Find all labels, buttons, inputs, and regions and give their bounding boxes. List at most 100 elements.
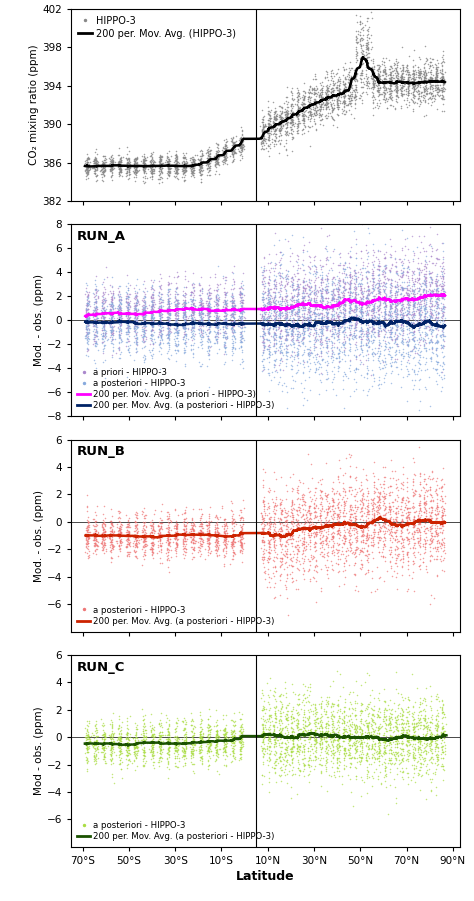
- Point: [412, 292, 419, 306]
- Point: [310, 303, 318, 317]
- Point: [323, 88, 331, 103]
- Point: [213, 539, 221, 553]
- Point: [275, 123, 283, 138]
- Point: [324, 318, 331, 332]
- Point: [351, 289, 358, 304]
- Point: [300, 537, 307, 551]
- Point: [357, 505, 365, 519]
- Point: [427, 783, 434, 797]
- Point: [277, 522, 284, 536]
- Point: [336, 96, 344, 111]
- Point: [261, 566, 269, 580]
- Point: [265, 535, 273, 550]
- Point: [371, 330, 379, 344]
- Point: [307, 291, 314, 305]
- Point: [410, 719, 418, 733]
- Point: [287, 303, 295, 317]
- Point: [370, 322, 377, 336]
- Point: [294, 688, 302, 703]
- Point: [289, 316, 297, 331]
- Point: [295, 747, 302, 761]
- Point: [385, 543, 392, 558]
- Point: [336, 346, 343, 360]
- Point: [341, 743, 348, 758]
- Point: [414, 284, 421, 298]
- Point: [237, 302, 244, 316]
- Point: [308, 80, 315, 95]
- Point: [411, 747, 419, 761]
- Point: [382, 491, 389, 505]
- Point: [352, 743, 360, 758]
- Point: [439, 44, 447, 59]
- Point: [301, 380, 308, 395]
- Point: [428, 694, 435, 708]
- Point: [304, 99, 311, 114]
- Point: [182, 540, 189, 554]
- Point: [90, 533, 98, 548]
- Point: [287, 116, 295, 131]
- Point: [347, 751, 355, 765]
- Point: [237, 300, 245, 314]
- Point: [165, 143, 173, 158]
- Point: [83, 168, 91, 182]
- Point: [129, 539, 137, 553]
- Point: [374, 84, 381, 98]
- Point: [264, 276, 272, 290]
- Point: [398, 492, 406, 506]
- Point: [264, 310, 271, 324]
- Point: [236, 504, 244, 518]
- Point: [316, 524, 323, 539]
- Point: [348, 69, 356, 84]
- Point: [270, 238, 278, 252]
- Point: [118, 746, 126, 760]
- Point: [90, 352, 98, 367]
- Point: [116, 161, 124, 176]
- Point: [365, 507, 373, 522]
- Point: [171, 318, 178, 332]
- Point: [427, 269, 434, 284]
- Point: [346, 267, 354, 281]
- Point: [228, 534, 236, 549]
- Point: [191, 738, 199, 752]
- Point: [340, 494, 348, 508]
- Point: [269, 313, 276, 327]
- Point: [356, 301, 363, 315]
- Point: [310, 283, 318, 297]
- Point: [106, 151, 114, 166]
- Point: [125, 283, 132, 297]
- Point: [272, 317, 280, 332]
- Point: [109, 158, 117, 172]
- Point: [204, 529, 211, 543]
- Point: [368, 266, 375, 280]
- Point: [191, 156, 199, 170]
- Point: [408, 289, 415, 304]
- Point: [330, 733, 337, 748]
- Point: [357, 323, 365, 338]
- Point: [283, 328, 290, 342]
- Point: [301, 115, 308, 130]
- Point: [288, 291, 296, 305]
- Point: [374, 512, 382, 526]
- Point: [400, 301, 408, 315]
- Point: [336, 246, 344, 260]
- Point: [91, 522, 99, 536]
- Point: [132, 152, 140, 167]
- Point: [371, 280, 378, 295]
- Point: [312, 491, 320, 505]
- Point: [416, 341, 423, 355]
- Point: [205, 143, 213, 158]
- Point: [165, 278, 173, 292]
- Point: [296, 492, 303, 506]
- Point: [124, 525, 132, 540]
- Point: [399, 482, 407, 496]
- Point: [270, 540, 277, 554]
- Point: [421, 513, 429, 527]
- Point: [423, 305, 430, 320]
- Point: [117, 522, 125, 536]
- Point: [281, 550, 289, 564]
- Point: [376, 72, 383, 86]
- Point: [214, 141, 221, 156]
- Point: [165, 740, 173, 754]
- Point: [423, 762, 431, 777]
- Point: [317, 727, 325, 742]
